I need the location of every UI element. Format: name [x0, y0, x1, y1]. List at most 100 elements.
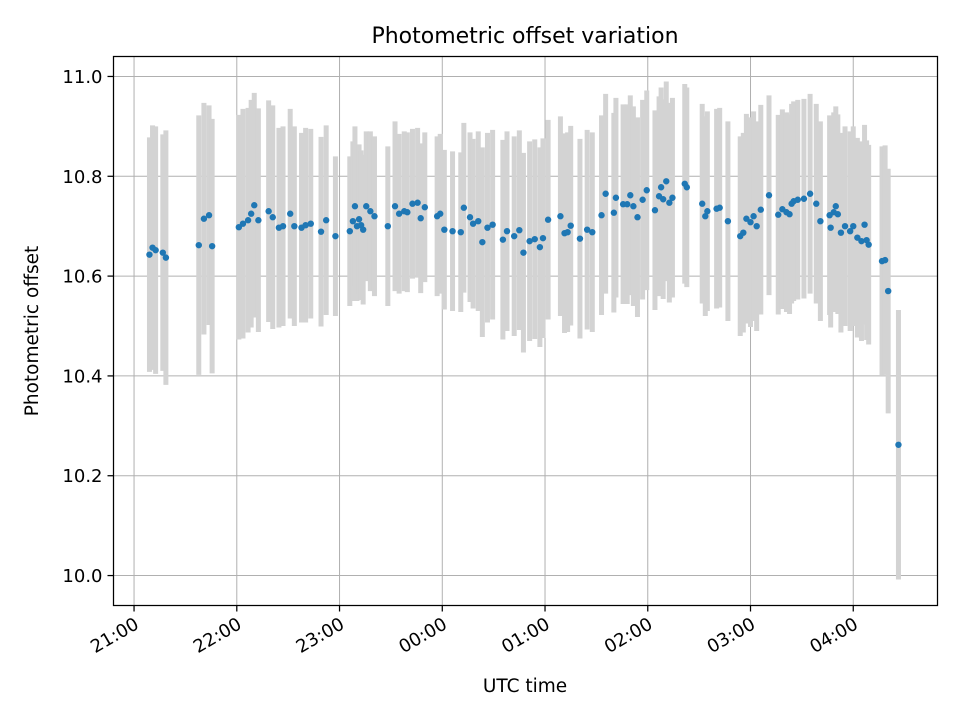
data-point [624, 201, 631, 208]
data-point [850, 222, 857, 230]
data-point [457, 228, 464, 236]
data-point [499, 236, 507, 243]
data-point [367, 208, 374, 215]
data-point [247, 210, 255, 217]
data-point [208, 242, 216, 250]
x-tick-label: 01:00 [498, 614, 553, 658]
data-point [195, 241, 202, 249]
data-point [716, 204, 723, 211]
y-tick-label: 11.0 [62, 67, 102, 88]
data-point [659, 196, 667, 203]
data-point [460, 204, 468, 211]
data-point [813, 200, 820, 207]
plot-frame [112, 55, 939, 607]
data-point [834, 211, 842, 218]
data-point [391, 203, 399, 210]
data-point [536, 243, 544, 251]
data-point [704, 208, 711, 215]
data-point [351, 203, 359, 210]
data-point [627, 192, 634, 199]
data-point [441, 226, 448, 233]
data-point [520, 249, 527, 256]
data-point [146, 251, 153, 258]
data-point [765, 192, 773, 199]
data-point [384, 222, 392, 230]
data-point [417, 215, 424, 222]
data-point [817, 218, 824, 225]
data-point [666, 199, 673, 206]
data-point [475, 218, 482, 225]
data-point [421, 204, 429, 211]
data-point [858, 237, 865, 245]
data-point [557, 213, 564, 220]
data-point [346, 227, 354, 235]
y-tick-label: 10.4 [62, 366, 102, 387]
x-tick-label: 21:00 [87, 614, 142, 658]
data-point [544, 216, 552, 223]
x-tick-label: 23:00 [293, 614, 348, 658]
data-point [302, 221, 309, 229]
data-point [639, 196, 646, 203]
y-axis-label: Photometric offset [22, 246, 43, 417]
x-tick-label: 03:00 [704, 614, 759, 658]
data-point [205, 212, 213, 219]
data-point [287, 210, 294, 217]
chart-title: Photometric offset variation [371, 24, 678, 49]
y-tick-label: 10.0 [62, 566, 102, 587]
data-point [322, 217, 330, 224]
data-point [750, 213, 757, 220]
data-point [881, 256, 889, 264]
data-point [317, 228, 325, 235]
x-tick-label: 02:00 [601, 614, 656, 658]
y-tick-label: 10.6 [62, 267, 102, 288]
data-point [503, 227, 511, 235]
data-point [539, 234, 547, 242]
data-point [861, 221, 868, 228]
data-point [612, 194, 620, 201]
data-point [702, 213, 709, 220]
data-point [669, 194, 676, 201]
data-point [753, 222, 760, 230]
data-point [827, 224, 834, 231]
data-point [332, 232, 339, 240]
data-point [832, 203, 839, 210]
data-point [683, 184, 691, 191]
data-point [349, 218, 357, 225]
data-point [371, 213, 378, 220]
data-point [516, 226, 523, 234]
data-points [146, 178, 902, 448]
data-point [255, 217, 262, 224]
data-point [269, 214, 276, 221]
data-point [409, 200, 416, 207]
data-point [576, 235, 584, 242]
data-point [489, 221, 496, 228]
data-point [651, 207, 659, 214]
data-point [162, 254, 170, 261]
data-point [265, 208, 272, 215]
data-point [279, 222, 287, 230]
data-point [395, 210, 403, 217]
data-point [837, 229, 845, 236]
data-point [699, 200, 706, 207]
data-point [159, 249, 167, 256]
data-point [598, 212, 605, 219]
data-point [589, 228, 596, 236]
data-point [359, 226, 367, 233]
data-point [806, 190, 814, 197]
data-point [239, 220, 247, 227]
data-point [583, 226, 591, 233]
data-point [531, 235, 538, 243]
data-point [663, 178, 670, 185]
x-tick-label: 04:00 [806, 614, 861, 658]
data-point [414, 199, 421, 206]
data-point [291, 222, 298, 230]
data-point [630, 203, 637, 210]
data-point [479, 238, 486, 246]
data-point [775, 211, 782, 218]
data-point [643, 187, 650, 194]
data-point [355, 216, 363, 223]
data-point [740, 229, 747, 236]
data-point [244, 217, 252, 224]
data-point [846, 227, 854, 235]
